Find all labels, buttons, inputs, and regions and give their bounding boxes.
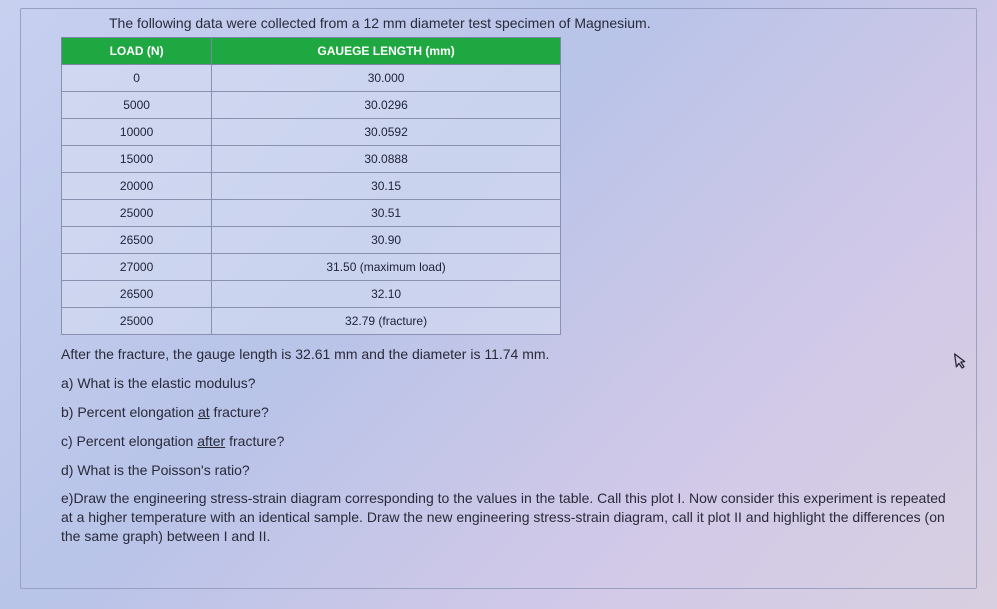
cell-gauge: 32.79 (fracture)	[212, 308, 561, 335]
question-frame: { "intro": "The following data were coll…	[20, 8, 977, 589]
cell-gauge: 30.0296	[212, 92, 561, 119]
cell-load: 26500	[62, 227, 212, 254]
question-b-post: fracture?	[210, 404, 269, 420]
question-c: c) Percent elongation after fracture?	[61, 432, 946, 451]
cell-load: 26500	[62, 281, 212, 308]
cell-gauge: 30.90	[212, 227, 561, 254]
table-row: 2000030.15	[62, 173, 561, 200]
table-row: 030.000	[62, 65, 561, 92]
cell-load: 5000	[62, 92, 212, 119]
table-row: 500030.0296	[62, 92, 561, 119]
cell-gauge: 30.15	[212, 173, 561, 200]
table-row: 2500032.79 (fracture)	[62, 308, 561, 335]
question-c-post: fracture?	[225, 433, 284, 449]
question-b-pre: b) Percent elongation	[61, 404, 198, 420]
question-e: e)Draw the engineering stress-strain dia…	[61, 489, 946, 546]
cell-load: 0	[62, 65, 212, 92]
cell-load: 25000	[62, 200, 212, 227]
question-b: b) Percent elongation at fracture?	[61, 403, 946, 422]
table-header-row: LOAD (N) GAUEGE LENGTH (mm)	[62, 38, 561, 65]
cell-gauge: 32.10	[212, 281, 561, 308]
question-a: a) What is the elastic modulus?	[61, 374, 946, 393]
table-row: 1000030.0592	[62, 119, 561, 146]
table-row: 1500030.0888	[62, 146, 561, 173]
col-header-gauge: GAUEGE LENGTH (mm)	[212, 38, 561, 65]
question-b-underline: at	[198, 404, 210, 420]
table-row: 2700031.50 (maximum load)	[62, 254, 561, 281]
cell-gauge: 30.0888	[212, 146, 561, 173]
cell-gauge: 30.0592	[212, 119, 561, 146]
cell-load: 20000	[62, 173, 212, 200]
cell-gauge: 30.51	[212, 200, 561, 227]
question-body: After the fracture, the gauge length is …	[61, 345, 946, 546]
post-table-note: After the fracture, the gauge length is …	[61, 345, 946, 364]
table-row: 2500030.51	[62, 200, 561, 227]
cursor-icon	[953, 351, 970, 376]
table-row: 2650032.10	[62, 281, 561, 308]
data-table: LOAD (N) GAUEGE LENGTH (mm) 030.000 5000…	[61, 37, 561, 335]
question-c-underline: after	[197, 433, 225, 449]
cell-load: 25000	[62, 308, 212, 335]
question-d: d) What is the Poisson's ratio?	[61, 461, 946, 480]
cell-load: 15000	[62, 146, 212, 173]
cell-load: 27000	[62, 254, 212, 281]
cell-gauge: 31.50 (maximum load)	[212, 254, 561, 281]
cell-load: 10000	[62, 119, 212, 146]
col-header-load: LOAD (N)	[62, 38, 212, 65]
intro-text: The following data were collected from a…	[109, 15, 966, 31]
question-c-pre: c) Percent elongation	[61, 433, 197, 449]
table-row: 2650030.90	[62, 227, 561, 254]
cell-gauge: 30.000	[212, 65, 561, 92]
